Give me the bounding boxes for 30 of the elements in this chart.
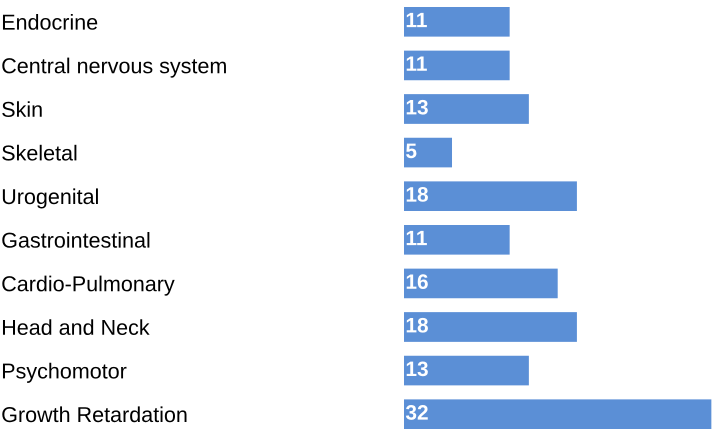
y-tick-label: Gastrointestinal: [2, 232, 150, 248]
bar: [404, 268, 558, 298]
y-tick-label: Psychomotor: [2, 362, 126, 383]
bar: [404, 6, 510, 37]
bar: [404, 224, 510, 255]
y-tick-label: Central nervous system: [2, 58, 226, 78]
bar: [404, 312, 577, 342]
data-label: 18: [406, 187, 428, 202]
data-label: 18: [406, 318, 428, 333]
data-label: 11: [406, 230, 427, 246]
data-label: 11: [406, 12, 427, 28]
bar: [404, 399, 712, 430]
data-label: 13: [406, 100, 428, 115]
data-label: 16: [406, 274, 428, 289]
bar: [404, 356, 529, 386]
bar: [404, 181, 577, 212]
y-tick-label: Skeletal: [2, 144, 76, 161]
data-label: 11: [406, 56, 427, 71]
y-tick-label: Urogenital: [2, 188, 98, 208]
data-label: 5: [406, 144, 416, 158]
y-tick-label: Growth Retardation: [2, 406, 186, 422]
y-tick-label: Cardio-Pulmonary: [2, 276, 175, 296]
y-tick-label: Endocrine: [2, 14, 98, 30]
y-tick-label: Skin: [2, 101, 42, 118]
y-tick-label: Head and Neck: [2, 319, 150, 336]
data-label: 13: [406, 361, 428, 376]
bar: [404, 94, 529, 124]
data-label: 32: [406, 405, 428, 420]
bar: [404, 50, 510, 80]
bar: [404, 138, 452, 168]
